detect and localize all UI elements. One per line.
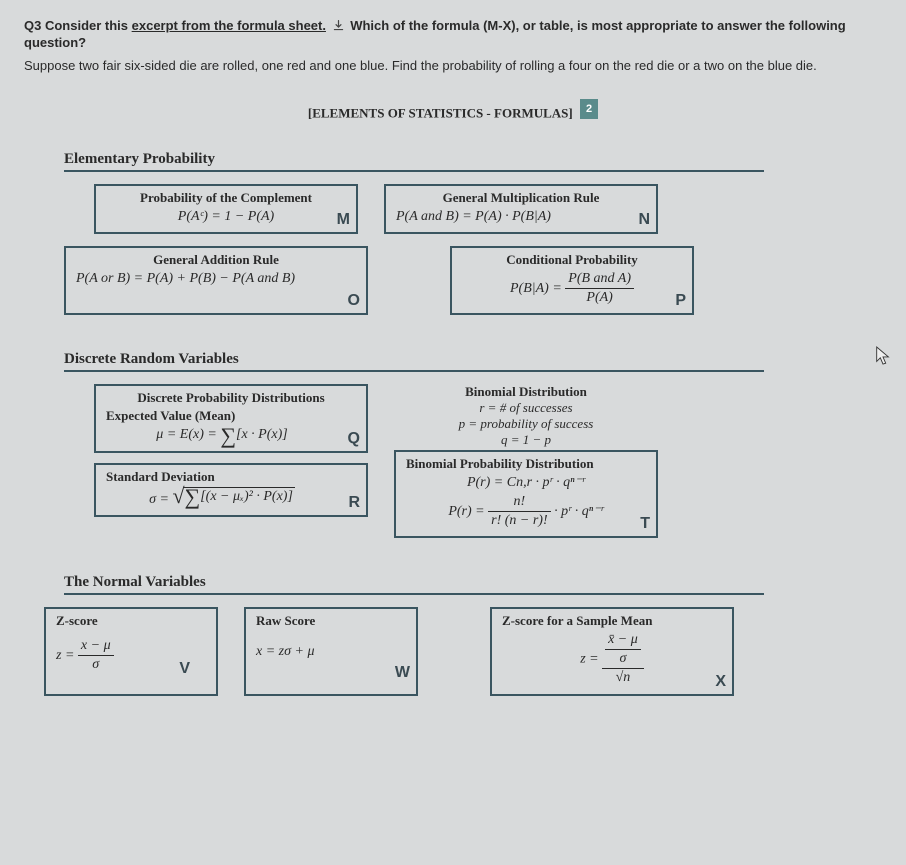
box-expected-value: Discrete Probability Distributions Expec… — [94, 384, 368, 452]
section-discrete: Discrete Random Variables Discrete Proba… — [64, 351, 882, 538]
q-label: Q3 Consider this — [24, 18, 132, 33]
box-title: Discrete Probability Distributions — [106, 390, 356, 406]
box-zscore: Z-score z = x − μσ V — [44, 607, 218, 696]
rhs: · pʳ · qⁿ⁻ʳ — [551, 504, 604, 519]
option-letter-m: M — [337, 211, 350, 229]
binomial-def-p: p = probability of success — [394, 416, 658, 432]
formula: P(B|A) = P(B and A)P(A) — [462, 270, 682, 307]
page-number-badge: 2 — [580, 99, 598, 119]
excerpt-link[interactable]: excerpt from the formula sheet. — [132, 18, 326, 33]
denominator: r! (n − r)! — [488, 512, 551, 530]
question-body: Suppose two fair six-sided die are rolle… — [24, 58, 882, 73]
lhs: z = — [56, 648, 78, 663]
box-title: General Addition Rule — [76, 252, 356, 268]
binomial-heading: Binomial Distribution — [394, 384, 658, 400]
section-elementary: Elementary Probability Probability of th… — [64, 151, 882, 316]
formula: P(Aᶜ) = 1 − P(A) — [106, 208, 346, 226]
box-title: Raw Score — [256, 613, 406, 629]
option-letter-x: X — [715, 673, 726, 691]
lhs: P(B|A) = — [510, 281, 565, 296]
option-letter-n: N — [638, 211, 650, 229]
box-title: Standard Deviation — [106, 469, 356, 485]
section-normal: The Normal Variables Z-score z = x − μσ … — [64, 574, 882, 696]
formula: P(A or B) = P(A) + P(B) − P(A and B) — [76, 270, 356, 288]
box-title: Z-score — [56, 613, 206, 629]
option-letter-v: V — [179, 660, 190, 678]
document-title: [ELEMENTS OF STATISTICS - FORMULAS] — [308, 105, 573, 120]
box-multiplication: General Multiplication Rule P(A and B) =… — [384, 184, 658, 234]
box-title: Binomial Probability Distribution — [406, 456, 646, 472]
lhs: σ = — [149, 492, 172, 507]
den2: √n — [602, 669, 644, 687]
box-std-dev: Standard Deviation σ = √∑[(x − μₓ)² · P(… — [94, 463, 368, 517]
denominator: P(A) — [565, 289, 634, 307]
lhs: z = — [580, 652, 602, 667]
box-complement: Probability of the Complement P(Aᶜ) = 1 … — [94, 184, 358, 234]
lhs: μ = E(x) = — [156, 427, 220, 442]
binomial-def-q: q = 1 − p — [394, 432, 658, 448]
box-conditional: Conditional Probability P(B|A) = P(B and… — [450, 246, 694, 315]
box-addition: General Addition Rule P(A or B) = P(A) +… — [64, 246, 368, 315]
section-title-normal: The Normal Variables — [64, 574, 764, 595]
section-title-discrete: Discrete Random Variables — [64, 351, 764, 372]
box-title: Conditional Probability — [462, 252, 682, 268]
numerator: P(B and A) — [565, 270, 634, 289]
body: [(x − μₓ)² · P(x)] — [200, 489, 293, 504]
box-raw-score: Raw Score x = zσ + μ W — [244, 607, 418, 696]
formula: μ = E(x) = ∑[x · P(x)] — [106, 426, 356, 444]
formula: x = zσ + μ — [256, 643, 406, 661]
formula: σ = √∑[(x − μₓ)² · P(x)] — [106, 487, 356, 509]
question-header: Q3 Consider this excerpt from the formul… — [24, 18, 882, 50]
option-letter-w: W — [395, 664, 410, 682]
box-binomial: Binomial Probability Distribution P(r) =… — [394, 450, 658, 538]
numerator: n! — [488, 493, 551, 512]
option-letter-r: R — [348, 494, 360, 512]
download-icon[interactable] — [332, 19, 345, 35]
numerator: x − μ — [78, 637, 114, 656]
denominator: σ — [78, 656, 114, 674]
formula-2: P(r) = n!r! (n − r)! · pʳ · qⁿ⁻ʳ — [406, 493, 646, 530]
box-zscore-sample: Z-score for a Sample Mean z = x̄ − μσ√n … — [490, 607, 734, 696]
option-letter-p: P — [675, 292, 686, 310]
formula-1: P(r) = Cn,r · pʳ · qⁿ⁻ʳ — [406, 474, 646, 492]
document-title-row: [ELEMENTS OF STATISTICS - FORMULAS] 2 — [24, 99, 882, 121]
lhs: P(r) = — [448, 504, 488, 519]
cursor-icon — [874, 345, 892, 367]
formula: P(A and B) = P(A) · P(B|A) — [396, 208, 646, 226]
option-letter-q: Q — [348, 430, 360, 448]
binomial-def-r: r = # of successes — [394, 400, 658, 416]
den1: σ — [605, 650, 641, 668]
body: [x · P(x)] — [236, 427, 288, 442]
option-letter-o: O — [348, 292, 360, 310]
box-title: Probability of the Complement — [106, 190, 346, 206]
section-title-elementary: Elementary Probability — [64, 151, 764, 172]
option-letter-t: T — [640, 515, 650, 533]
box-title: Z-score for a Sample Mean — [502, 613, 722, 629]
formula: z = x̄ − μσ√n — [502, 631, 722, 688]
num1: x̄ − μ — [605, 631, 641, 650]
box-title: General Multiplication Rule — [396, 190, 646, 206]
